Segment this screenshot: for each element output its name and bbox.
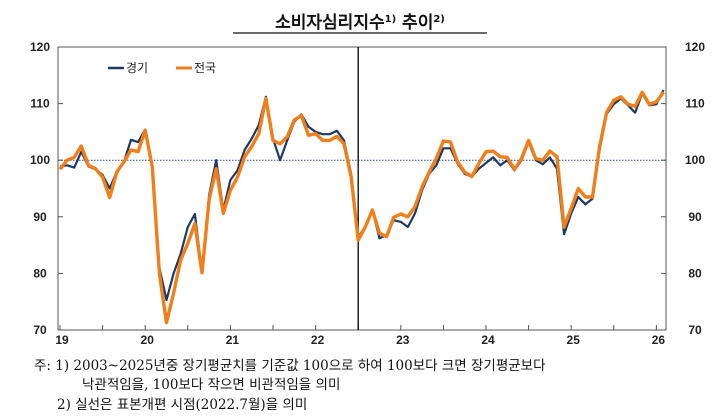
- series-line-gyeonggi: [59, 89, 665, 302]
- legend-label-gyeonggi: 경기: [126, 61, 148, 75]
- y-tick-label-right: 120: [685, 40, 705, 54]
- y-tick-label-left: 70: [33, 323, 47, 337]
- series-line-national: [58, 90, 665, 325]
- plot-frame: [57, 46, 667, 331]
- x-tick-label: 24: [481, 333, 495, 347]
- footnote-2: 2) 실선은 표본개편 시점(2022.7월)을 의미: [57, 397, 308, 413]
- footnote-1-cont: 낙관적임을, 100보다 작으면 비관적임을 의미: [82, 377, 341, 393]
- x-tick-label: 22: [311, 333, 325, 347]
- y-tick-label-left: 80: [33, 266, 47, 280]
- footnote-1: 주: 1) 2003~2025년중 장기평균치를 기준값 100으로 하여 10…: [34, 358, 546, 374]
- y-tick-label-left: 100: [30, 153, 50, 167]
- x-tick-label: 26: [652, 333, 666, 347]
- y-tick-label-right: 70: [688, 323, 702, 337]
- x-tick-label: 21: [226, 333, 240, 347]
- y-tick-label-right: 100: [685, 153, 705, 167]
- legend: 경기 전국: [108, 61, 216, 75]
- chart-title: 소비자심리지수1) 추이2): [275, 13, 445, 33]
- y-tick-label-right: 90: [688, 210, 702, 224]
- y-tick-label-left: 110: [30, 97, 50, 111]
- x-tick-label: 20: [141, 333, 155, 347]
- y-tick-label-right: 110: [685, 97, 705, 111]
- y-tick-label-right: 80: [688, 266, 702, 280]
- y-tick-label-left: 120: [30, 40, 50, 54]
- x-tick-label: 25: [567, 333, 581, 347]
- legend-label-national: 전국: [194, 61, 216, 75]
- x-tick-label: 23: [396, 333, 410, 347]
- x-tick-label: 19: [55, 333, 69, 347]
- y-tick-label-left: 90: [33, 210, 47, 224]
